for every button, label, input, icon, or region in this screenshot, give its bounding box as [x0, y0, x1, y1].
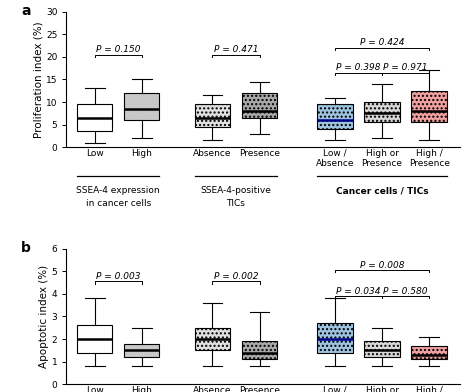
Text: b: b: [21, 241, 31, 255]
Y-axis label: Apoptotic index (%): Apoptotic index (%): [39, 265, 49, 368]
Text: SSEA-4-positive: SSEA-4-positive: [201, 187, 272, 196]
Bar: [365, 341, 400, 357]
Bar: [77, 325, 112, 352]
Text: in cancer cells: in cancer cells: [86, 199, 151, 208]
Text: P = 0.971: P = 0.971: [383, 63, 428, 72]
Text: P = 0.471: P = 0.471: [214, 45, 258, 54]
Bar: [77, 104, 112, 131]
Text: SSEA-4 expression: SSEA-4 expression: [76, 187, 160, 196]
Text: P = 0.008: P = 0.008: [360, 261, 404, 270]
Text: Cancer cells / TICs: Cancer cells / TICs: [336, 187, 428, 196]
Bar: [365, 102, 400, 122]
Text: P = 0.003: P = 0.003: [96, 272, 140, 281]
Bar: [195, 104, 230, 127]
Bar: [317, 104, 353, 129]
Y-axis label: Proliferation index (%): Proliferation index (%): [33, 21, 43, 138]
Text: P = 0.034: P = 0.034: [336, 287, 381, 296]
Bar: [242, 341, 277, 359]
Bar: [411, 346, 447, 359]
Bar: [195, 328, 230, 350]
Text: P = 0.580: P = 0.580: [383, 287, 428, 296]
Text: P = 0.398: P = 0.398: [336, 63, 381, 72]
Bar: [411, 91, 447, 122]
Text: P = 0.424: P = 0.424: [360, 38, 404, 47]
Bar: [317, 323, 353, 352]
Text: P = 0.002: P = 0.002: [214, 272, 258, 281]
Bar: [124, 93, 159, 120]
Text: a: a: [21, 4, 31, 18]
Bar: [124, 343, 159, 357]
Bar: [242, 93, 277, 118]
Text: TICs: TICs: [227, 199, 246, 208]
Text: P = 0.150: P = 0.150: [96, 45, 140, 54]
